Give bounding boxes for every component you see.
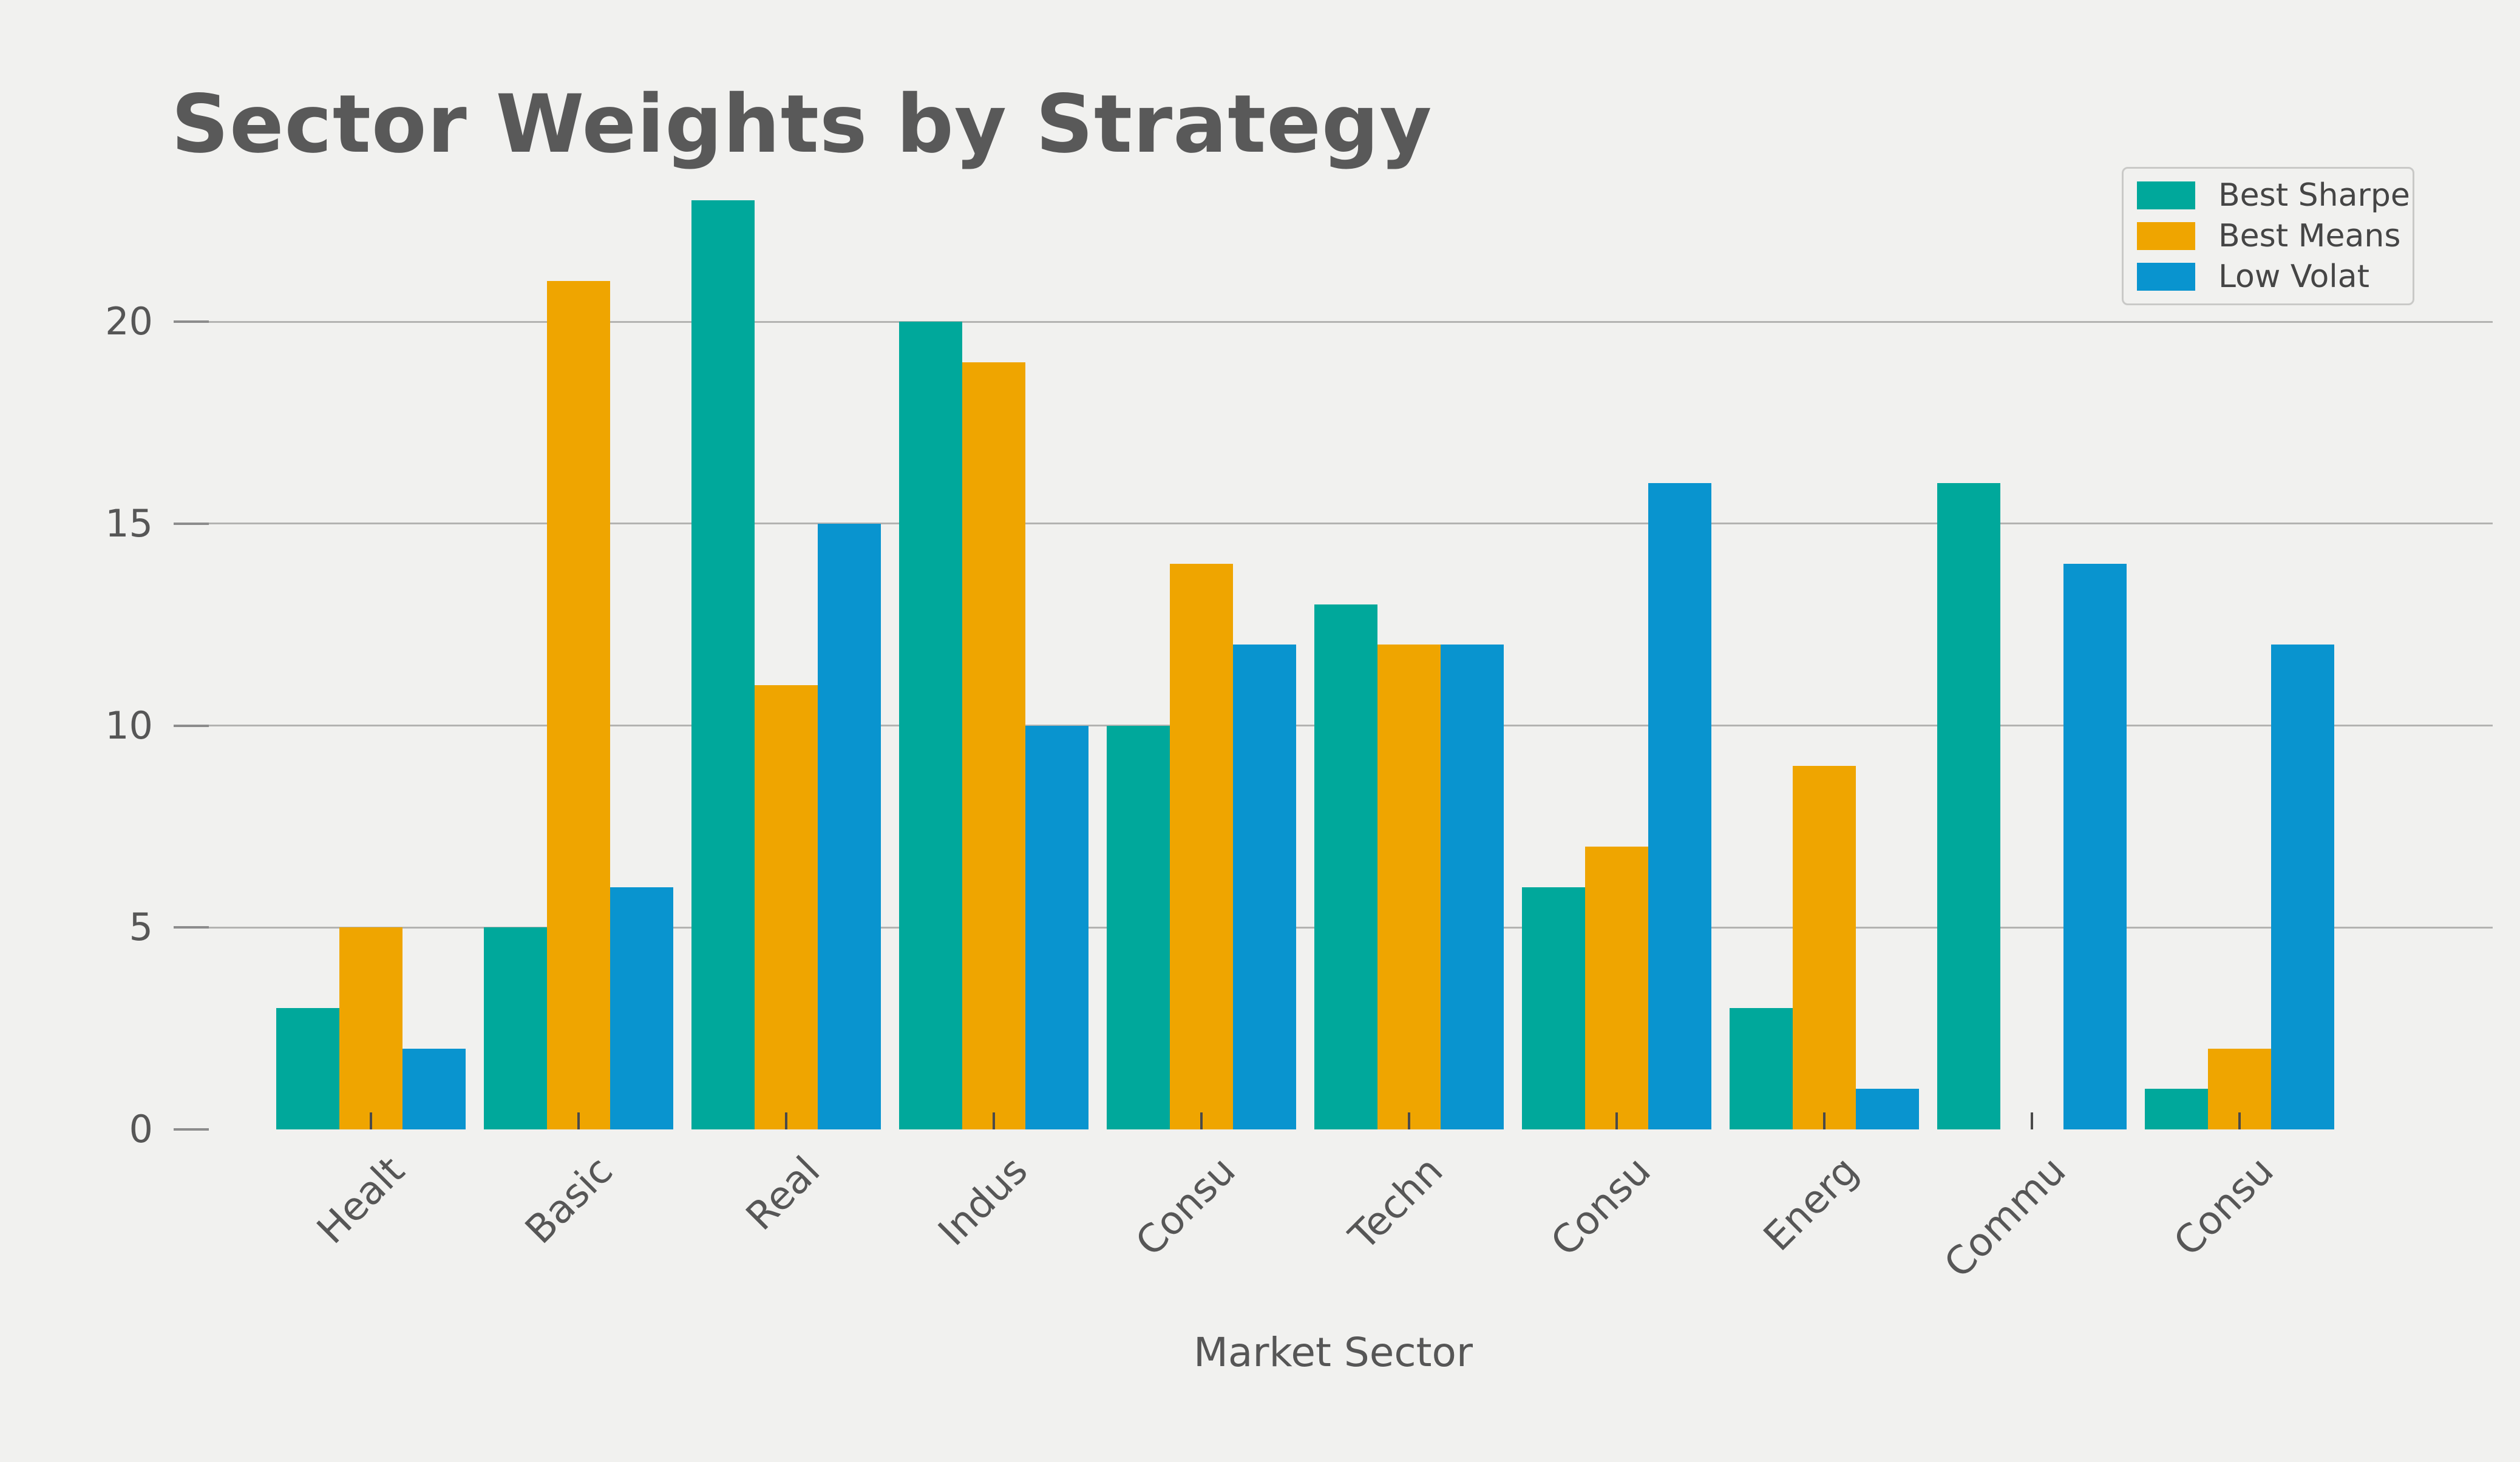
- x-tick-label: Consu: [1542, 1148, 1660, 1265]
- y-tick-label: 15: [105, 501, 153, 546]
- bar-best-means-indus: [962, 362, 1025, 1129]
- bar-best-sharpe-commu: [1937, 483, 2000, 1129]
- bar-best-sharpe-indus: [899, 322, 962, 1129]
- bar-best-means-energ: [1793, 766, 1856, 1129]
- y-tick-label: 20: [105, 299, 153, 344]
- y-tick-mark-15: [174, 522, 209, 525]
- bar-low-volat-basic: [610, 887, 673, 1129]
- legend-swatch: [2137, 181, 2195, 209]
- x-tick-label: Basic: [517, 1148, 622, 1253]
- legend-label: Best Means: [2218, 217, 2401, 254]
- x-tick-mark-consu: [1615, 1112, 1618, 1129]
- x-tick-label: Indus: [929, 1148, 1037, 1255]
- legend-item-best-sharpe: Best Sharpe: [2137, 177, 2413, 214]
- legend-item-best-means: Best Means: [2137, 218, 2413, 254]
- bar-low-volat-indus: [1025, 725, 1088, 1129]
- x-tick-mark-consu: [2238, 1112, 2241, 1129]
- y-tick-label: 5: [129, 905, 153, 950]
- bar-best-means-consu: [1585, 847, 1648, 1129]
- y-tick-mark-5: [174, 926, 209, 929]
- x-tick-mark-indus: [993, 1112, 995, 1129]
- x-tick-mark-consu: [1200, 1112, 1203, 1129]
- bar-best-sharpe-energ: [1730, 1008, 1793, 1129]
- y-tick-label: 10: [105, 703, 153, 748]
- bar-low-volat-energ: [1856, 1089, 1919, 1129]
- bar-best-means-basic: [547, 281, 610, 1129]
- bar-best-sharpe-consu: [2145, 1089, 2208, 1129]
- y-tick-mark-20: [174, 320, 209, 323]
- bar-best-sharpe-techn: [1314, 604, 1377, 1129]
- x-tick-label: Techn: [1340, 1148, 1452, 1259]
- bar-best-sharpe-consu: [1522, 887, 1585, 1129]
- legend: Best Sharpe Best Means Low Volat: [2122, 167, 2414, 305]
- bar-low-volat-real: [818, 523, 881, 1129]
- x-tick-mark-basic: [577, 1112, 580, 1129]
- bar-low-volat-techn: [1441, 645, 1504, 1129]
- x-tick-label: Commu: [1935, 1148, 2075, 1287]
- x-tick-label: Energ: [1755, 1148, 1867, 1260]
- bar-low-volat-healt: [402, 1048, 466, 1129]
- y-tick-mark-0: [174, 1128, 209, 1131]
- grid-line-y-20: [174, 320, 2493, 323]
- y-tick-mark-10: [174, 724, 209, 727]
- x-tick-label: Consu: [2165, 1148, 2283, 1265]
- x-tick-mark-real: [785, 1112, 787, 1129]
- legend-swatch: [2137, 263, 2195, 291]
- bar-low-volat-consu: [1648, 483, 1711, 1129]
- x-axis-label: Market Sector: [1193, 1329, 1473, 1376]
- x-tick-label: Real: [738, 1148, 829, 1239]
- x-tick-mark-techn: [1408, 1112, 1410, 1129]
- bar-best-means-consu: [1170, 564, 1233, 1129]
- bar-best-means-healt: [339, 927, 402, 1129]
- chart-title: Sector Weights by Strategy: [171, 78, 1433, 171]
- x-tick-label: Consu: [1127, 1148, 1245, 1265]
- legend-label: Best Sharpe: [2218, 177, 2410, 214]
- bar-low-volat-commu: [2063, 564, 2127, 1129]
- legend-swatch: [2137, 222, 2195, 250]
- bar-best-means-real: [755, 685, 818, 1129]
- x-tick-mark-energ: [1823, 1112, 1825, 1129]
- x-tick-mark-commu: [2031, 1112, 2033, 1129]
- bar-best-sharpe-real: [691, 200, 755, 1129]
- x-tick-mark-healt: [370, 1112, 372, 1129]
- grid-line-y-15: [174, 523, 2493, 525]
- bar-low-volat-consu: [1233, 645, 1296, 1129]
- y-tick-label: 0: [129, 1107, 153, 1151]
- x-tick-label: Healt: [309, 1148, 414, 1253]
- bar-best-sharpe-basic: [484, 927, 547, 1129]
- bar-best-sharpe-healt: [276, 1008, 339, 1129]
- bar-best-means-techn: [1377, 645, 1441, 1129]
- legend-item-low-volat: Low Volat: [2137, 259, 2413, 295]
- bar-best-sharpe-consu: [1107, 725, 1170, 1129]
- legend-label: Low Volat: [2218, 259, 2369, 296]
- bar-low-volat-consu: [2271, 645, 2334, 1129]
